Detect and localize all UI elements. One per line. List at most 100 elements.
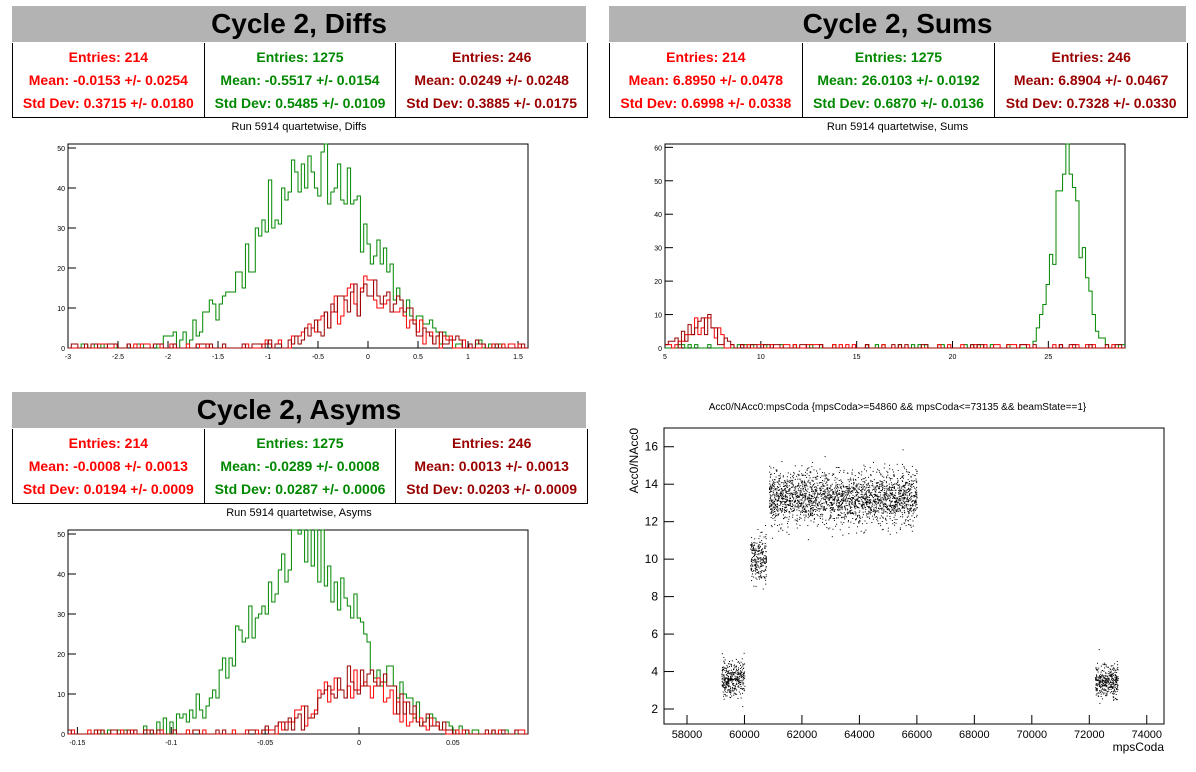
scatter-point xyxy=(753,559,755,561)
scatter-point xyxy=(780,509,782,511)
scatter-point xyxy=(905,497,907,499)
scatter-point xyxy=(871,503,873,505)
scatter-point xyxy=(1096,675,1098,677)
scatter-point xyxy=(810,472,812,474)
scatter-point xyxy=(786,500,788,502)
scatter-point xyxy=(752,549,754,551)
scatter-point xyxy=(761,549,763,551)
scatter-point xyxy=(899,527,901,529)
scatter-point xyxy=(1100,673,1102,675)
scatter-point xyxy=(775,469,777,471)
scatter-point xyxy=(784,512,786,514)
x-axis-label: mpsCoda xyxy=(1113,740,1165,754)
scatter-point xyxy=(824,506,826,508)
scatter-point xyxy=(880,483,882,485)
scatter-point xyxy=(856,489,858,491)
scatter-point xyxy=(1101,674,1103,676)
scatter-point xyxy=(902,499,904,501)
scatter-point xyxy=(851,490,853,492)
scatter-point xyxy=(798,496,800,498)
scatter-point xyxy=(811,490,813,492)
scatter-point xyxy=(830,495,832,497)
scatter-point xyxy=(771,504,773,506)
scatter-point xyxy=(1105,685,1107,687)
scatter-point xyxy=(850,477,852,479)
scatter-point xyxy=(914,502,916,504)
scatter-point xyxy=(796,475,798,477)
y-tick-label: 0 xyxy=(61,346,65,353)
scatter-point xyxy=(1102,674,1104,676)
scatter-point xyxy=(1099,680,1101,682)
scatter-point xyxy=(821,505,823,507)
scatter-point xyxy=(915,488,917,490)
scatter-point xyxy=(783,509,785,511)
scatter-point xyxy=(895,510,897,512)
scatter-point xyxy=(724,670,726,672)
scatter-point xyxy=(832,503,834,505)
scatter-point xyxy=(868,516,870,518)
x-tick-label: 20 xyxy=(949,354,957,361)
scatter-point xyxy=(881,507,883,509)
scatter-point xyxy=(786,493,788,495)
scatter-point xyxy=(777,481,779,483)
scatter-point xyxy=(1106,694,1108,696)
scatter-point xyxy=(884,494,886,496)
scatter-point xyxy=(889,492,891,494)
scatter-point xyxy=(837,493,839,495)
scatter-point xyxy=(849,507,851,509)
scatter-point xyxy=(1111,677,1113,679)
scatter-point xyxy=(823,493,825,495)
scatter-point xyxy=(774,504,776,506)
scatter-point xyxy=(854,508,856,510)
scatter-point xyxy=(808,515,810,517)
scatter-point xyxy=(793,490,795,492)
scatter-point xyxy=(799,490,801,492)
scatter-point xyxy=(805,492,807,494)
scatter-point xyxy=(843,517,845,519)
scatter-point xyxy=(1117,684,1119,686)
scatter-point xyxy=(773,514,775,516)
scatter-point xyxy=(794,506,796,508)
scatter-point xyxy=(912,483,914,485)
scatter-point xyxy=(773,488,775,490)
scatter-point xyxy=(824,472,826,474)
scatter-point xyxy=(910,501,912,503)
scatter-point xyxy=(760,531,762,533)
scatter-point xyxy=(784,503,786,505)
scatter-point xyxy=(819,508,821,510)
scatter-point xyxy=(832,491,834,493)
scatter-point xyxy=(836,478,838,480)
scatter-point xyxy=(836,487,838,489)
scatter-point xyxy=(796,527,798,529)
scatter-point xyxy=(1106,693,1108,695)
scatter-point xyxy=(780,498,782,500)
scatter-point xyxy=(782,476,784,478)
scatter-point xyxy=(1098,685,1100,687)
scatter-point xyxy=(815,499,817,501)
scatter-point xyxy=(725,685,727,687)
scatter-point xyxy=(825,519,827,521)
scatter-point xyxy=(723,682,725,684)
scatter-point xyxy=(1107,686,1109,688)
scatter-point xyxy=(832,528,834,530)
scatter-point xyxy=(772,482,774,484)
scatter-point xyxy=(916,497,918,499)
scatter-point xyxy=(902,503,904,505)
scatter-point xyxy=(787,523,789,525)
scatter-point xyxy=(772,499,774,501)
scatter-point xyxy=(861,492,863,494)
scatter-point xyxy=(896,518,898,520)
scatter-point xyxy=(826,478,828,480)
scatter-point xyxy=(1104,675,1106,677)
scatter-point xyxy=(847,472,849,474)
scatter-point xyxy=(774,523,776,525)
scatter-point xyxy=(776,504,778,506)
scatter-point xyxy=(760,552,762,554)
scatter-point xyxy=(801,510,803,512)
scatter-point xyxy=(802,496,804,498)
scatter-point xyxy=(830,504,832,506)
scatter-point xyxy=(867,484,869,486)
scatter-point xyxy=(782,509,784,511)
scatter-point xyxy=(795,495,797,497)
scatter-point xyxy=(854,504,856,506)
